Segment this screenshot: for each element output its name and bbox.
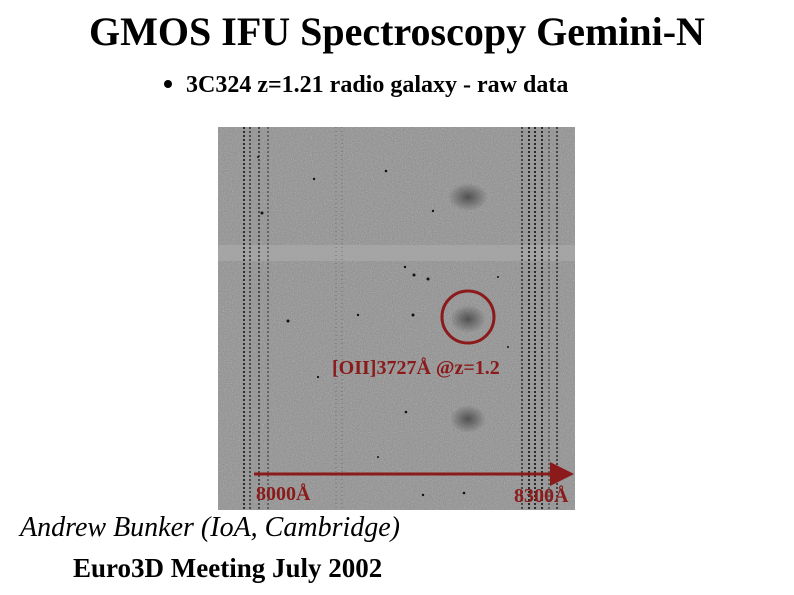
emission-blob [450, 305, 486, 333]
emission-blob [448, 183, 488, 211]
author-credit: Andrew Bunker (IoA, Cambridge) [20, 512, 400, 543]
spectrum-graphic [218, 127, 575, 510]
emission-blob [450, 405, 486, 433]
gap-band [218, 245, 575, 261]
cosmic-rays [257, 156, 509, 497]
wavelength-start-label: 8000Å [256, 483, 311, 505]
meeting-name: Euro3D Meeting July 2002 [73, 553, 383, 583]
oii-line-label: [OII]3727Å @z=1.2 [332, 357, 500, 379]
bullet-text: 3C324 z=1.21 radio galaxy - raw data [186, 72, 569, 98]
highlight-circle [440, 289, 496, 345]
bullet-item: 3C324 z=1.21 radio galaxy - raw data [164, 72, 568, 99]
raw-spectrum-image: [OII]3727Å @z=1.2 8000Å 8300Å [218, 127, 575, 510]
wavelength-end-label: 8300Å [514, 485, 569, 507]
bullet-icon [164, 80, 172, 89]
slide-title: GMOS IFU Spectroscopy Gemini-N [89, 9, 705, 54]
noise-texture [218, 127, 575, 510]
